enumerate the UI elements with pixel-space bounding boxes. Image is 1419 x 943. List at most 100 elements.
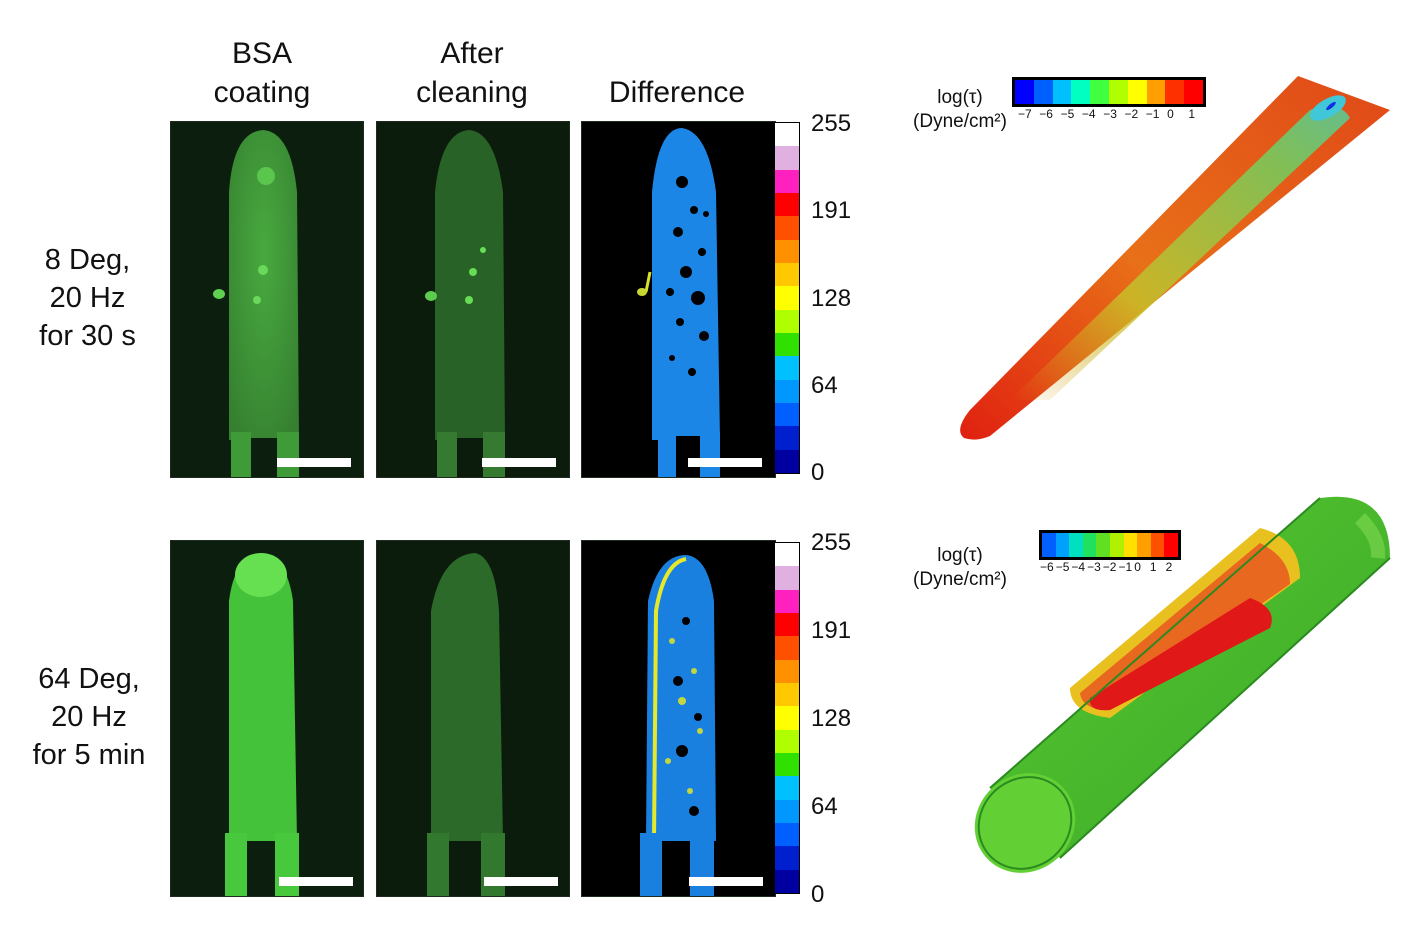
- colorbar-segment: [775, 379, 799, 403]
- legend-segment: [1096, 533, 1110, 557]
- colorbar-segment: [775, 659, 799, 683]
- legend-tick: −2: [1102, 560, 1117, 574]
- legend-tick: −2: [1124, 107, 1139, 121]
- row-label-8-deg: 8 Deg, 20 Hz for 30 s: [39, 244, 136, 352]
- legend-segment: [1071, 80, 1091, 104]
- micrograph-bsa-coating-64deg: [170, 540, 364, 897]
- legend-segment: [1069, 533, 1083, 557]
- stress-legend-bar: [1012, 77, 1206, 107]
- stress-legend-bar: [1039, 530, 1181, 560]
- column-title-after-cleaning: After cleaning: [416, 37, 528, 109]
- colorbar-tick: 64: [811, 372, 838, 399]
- legend-tick: 1: [1188, 107, 1196, 121]
- colorbar-tick: 0: [811, 881, 825, 908]
- colorbar-segment: [775, 262, 799, 287]
- colorbar-segment: [775, 169, 799, 193]
- legend-tick: −6: [1039, 107, 1053, 121]
- legend-segment: [1082, 533, 1097, 557]
- scale-bar: [482, 458, 556, 467]
- legend-segment: [1042, 533, 1056, 557]
- legend-tick: −1: [1145, 107, 1160, 121]
- colorbar-segment: [775, 706, 799, 730]
- colorbar-tick: 255: [811, 529, 852, 556]
- legend-segment: [1184, 80, 1203, 104]
- colorbar-tick: 191: [811, 617, 852, 644]
- micrograph-after-cleaning-8deg: [376, 121, 570, 478]
- colorbar-tick: 128: [811, 705, 852, 732]
- colorbar-segment: [775, 776, 799, 800]
- difference-map-64deg: [581, 540, 776, 897]
- shear-stress-simulation-tip: [960, 76, 1390, 440]
- column-title-difference: Difference: [608, 76, 746, 109]
- colorbar-segment: [775, 192, 799, 217]
- colorbar-tick: 0: [811, 459, 825, 486]
- legend-tick: 2: [1165, 560, 1173, 574]
- colorbar-segment: [775, 543, 799, 567]
- colorbar-segment: [775, 239, 799, 263]
- scale-bar: [689, 877, 763, 886]
- legend-segment: [1052, 80, 1072, 104]
- legend-segment: [1015, 80, 1034, 104]
- scale-bar: [279, 877, 353, 886]
- legend-segment: [1108, 80, 1128, 104]
- micrograph-after-cleaning-64deg: [376, 540, 570, 897]
- colorbar-segment: [775, 636, 799, 660]
- colorbar-segment: [775, 286, 799, 310]
- intensity-colorbar: [774, 542, 800, 894]
- colorbar-segment: [775, 612, 799, 637]
- legend-segment: [1123, 533, 1138, 557]
- row-label-64-deg: 64 Deg, 20 Hz for 5 min: [32, 663, 146, 771]
- legend-segment: [1146, 80, 1166, 104]
- colorbar-segment: [775, 402, 799, 427]
- micrograph-bsa-coating-8deg: [170, 121, 364, 478]
- legend-tick: −3: [1087, 560, 1101, 574]
- colorbar-segment: [775, 309, 799, 333]
- colorbar-segment: [775, 356, 799, 380]
- legend-segment: [1164, 533, 1178, 557]
- column-title-bsa-coating: BSA coating: [213, 37, 311, 109]
- scale-bar: [688, 458, 762, 467]
- legend-tick: 0: [1167, 107, 1174, 121]
- colorbar-segment: [775, 752, 799, 777]
- colorbar-tick: 255: [811, 110, 852, 137]
- legend-segment: [1055, 533, 1070, 557]
- colorbar-segment: [775, 449, 799, 473]
- intensity-colorbar: [774, 122, 800, 474]
- colorbar-segment: [775, 566, 799, 590]
- legend-tick: −3: [1103, 107, 1117, 121]
- legend-tick: 0: [1134, 560, 1141, 574]
- scale-bar: [484, 877, 558, 886]
- legend-tick: −7: [1018, 107, 1032, 121]
- colorbar-segment: [775, 426, 799, 450]
- colorbar-segment: [775, 123, 799, 147]
- colorbar-tick: 128: [811, 285, 852, 312]
- colorbar-segment: [775, 216, 799, 240]
- colorbar-segment: [775, 332, 799, 357]
- colorbar-tick: 191: [811, 197, 852, 224]
- legend-segment: [1165, 80, 1185, 104]
- colorbar-segment: [775, 799, 799, 823]
- legend-segment: [1109, 533, 1124, 557]
- legend-tick: −5: [1060, 107, 1075, 121]
- stress-legend-title: log(τ) (Dyne/cm²): [913, 87, 1007, 132]
- colorbar-segment: [775, 682, 799, 707]
- shear-stress-simulation-cylinder: [974, 496, 1391, 873]
- legend-tick: −6: [1040, 560, 1054, 574]
- difference-map-8deg: [581, 121, 776, 478]
- legend-tick: −4: [1081, 107, 1096, 121]
- legend-tick: −5: [1055, 560, 1070, 574]
- legend-tick: −1: [1118, 560, 1133, 574]
- colorbar-segment: [775, 589, 799, 613]
- legend-tick: 1: [1149, 560, 1157, 574]
- colorbar-tick: 64: [811, 793, 838, 820]
- legend-segment: [1137, 533, 1151, 557]
- colorbar-segment: [775, 729, 799, 753]
- colorbar-segment: [775, 146, 799, 170]
- colorbar-segment: [775, 846, 799, 870]
- legend-segment: [1127, 80, 1147, 104]
- legend-tick: −4: [1071, 560, 1086, 574]
- colorbar-segment: [775, 869, 799, 893]
- legend-segment: [1090, 80, 1109, 104]
- stress-legend-title: log(τ) (Dyne/cm²): [913, 545, 1007, 590]
- colorbar-segment: [775, 822, 799, 847]
